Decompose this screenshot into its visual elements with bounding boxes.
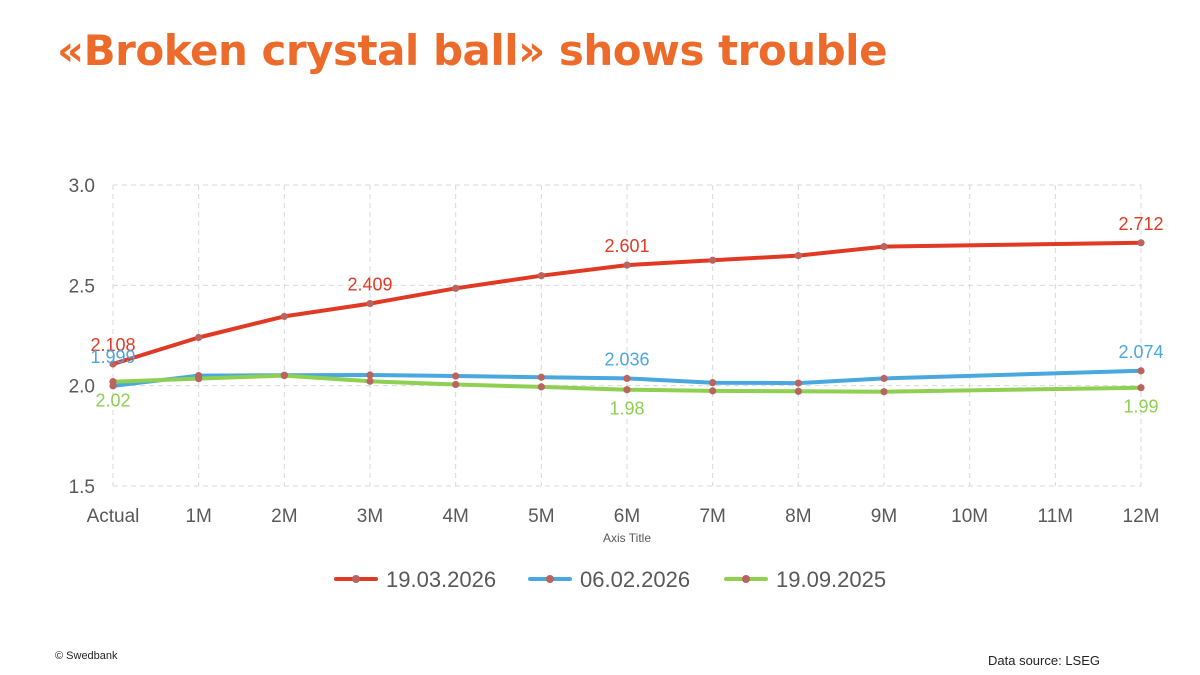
data-point-3 xyxy=(280,372,288,380)
data-label: 2.601 xyxy=(604,236,649,256)
legend-marker-3 xyxy=(742,575,750,583)
legend-marker-1 xyxy=(352,575,360,583)
data-point-3 xyxy=(109,378,117,386)
data-point-1 xyxy=(880,243,888,251)
x-axis-title: Axis Title xyxy=(603,531,651,545)
x-tick-label: 8M xyxy=(785,506,811,527)
data-label: 2.036 xyxy=(604,349,649,369)
data-point-1 xyxy=(623,261,631,269)
legend-label-3: 19.09.2025 xyxy=(776,567,886,592)
data-label: 2.02 xyxy=(95,391,130,411)
legend-marker-2 xyxy=(546,575,554,583)
data-point-1 xyxy=(366,299,374,308)
data-point-2 xyxy=(366,371,374,379)
x-tick-label: 2M xyxy=(271,506,297,527)
data-point-2 xyxy=(452,372,460,380)
data-point-2 xyxy=(537,373,545,381)
data-point-2 xyxy=(709,379,717,387)
x-tick-label: Actual xyxy=(87,506,140,527)
data-point-1 xyxy=(109,360,117,368)
data-point-1 xyxy=(794,252,802,260)
x-tick-label: 1M xyxy=(185,506,211,527)
data-point-3 xyxy=(709,387,717,395)
legend-label-1: 19.03.2026 xyxy=(386,567,496,592)
data-label: 1.99 xyxy=(1123,397,1158,417)
data-label: 1.999 xyxy=(90,347,135,367)
data-point-1 xyxy=(195,333,203,342)
x-tick-label: 7M xyxy=(699,506,725,527)
data-point-1 xyxy=(452,284,460,292)
x-tick-label: 4M xyxy=(442,506,468,527)
data-point-3 xyxy=(623,386,631,394)
data-point-2 xyxy=(623,374,631,383)
data-point-3 xyxy=(537,383,545,391)
data-point-1 xyxy=(537,272,545,280)
page-title: «Broken crystal ball» shows trouble xyxy=(57,26,888,75)
data-point-2 xyxy=(1137,367,1145,375)
data-label: 1.98 xyxy=(609,399,644,419)
x-tick-label: 6M xyxy=(614,506,640,527)
data-label: 2.074 xyxy=(1118,342,1163,362)
x-tick-label: 3M xyxy=(357,506,383,527)
data-point-1 xyxy=(1137,239,1145,247)
x-tick-label: 10M xyxy=(951,506,988,527)
data-point-3 xyxy=(1137,384,1145,392)
data-label: 2.712 xyxy=(1118,214,1163,234)
y-tick-label: 2.0 xyxy=(69,377,95,398)
data-point-1 xyxy=(280,312,288,321)
legend-label-2: 06.02.2026 xyxy=(580,567,690,592)
copyright: © Swedbank xyxy=(55,650,118,662)
data-point-2 xyxy=(880,374,888,383)
data-label: 2.409 xyxy=(347,275,392,295)
x-tick-label: 12M xyxy=(1123,506,1160,527)
y-tick-label: 3.0 xyxy=(69,176,95,197)
data-point-3 xyxy=(195,375,203,383)
data-source: Data source: LSEG xyxy=(988,653,1100,668)
data-point-3 xyxy=(880,388,888,396)
x-tick-label: 11M xyxy=(1038,506,1074,527)
x-tick-label: 5M xyxy=(528,506,554,527)
y-tick-label: 1.5 xyxy=(69,477,95,498)
y-tick-label: 2.5 xyxy=(69,276,95,297)
data-point-2 xyxy=(794,379,802,387)
data-point-1 xyxy=(709,256,717,264)
data-point-3 xyxy=(452,380,460,389)
x-tick-label: 9M xyxy=(871,506,897,527)
data-point-3 xyxy=(794,387,802,395)
data-point-3 xyxy=(366,377,374,385)
data-label: 2.108 xyxy=(90,335,135,355)
